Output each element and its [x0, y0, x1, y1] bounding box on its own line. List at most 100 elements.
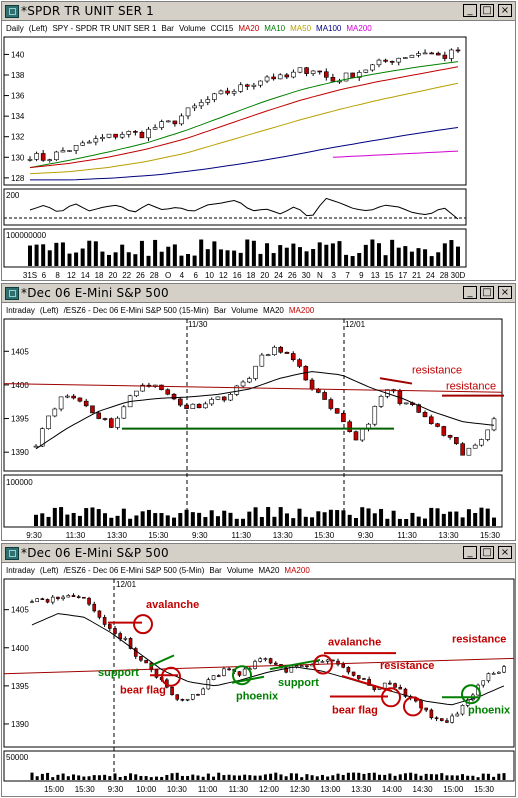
price-bar	[445, 720, 449, 723]
volume-bar	[159, 251, 164, 266]
price-bar	[424, 707, 428, 711]
volume-bar	[67, 253, 72, 266]
volume-bar	[253, 507, 258, 526]
price-bar	[159, 121, 164, 128]
volume-bar	[367, 772, 371, 780]
price-tick-label: 128	[11, 174, 25, 183]
volume-bar	[263, 774, 267, 780]
volume-bar	[436, 252, 441, 266]
volume-bar	[284, 247, 289, 266]
close-button[interactable]: ×	[498, 286, 512, 299]
x-tick-label: 15:30	[480, 531, 501, 540]
x-tick-label: 24	[426, 271, 435, 280]
price-bar	[284, 667, 288, 673]
volume-bar	[77, 775, 81, 780]
price-bar	[363, 69, 369, 73]
volume-bar	[40, 773, 44, 780]
volume-bar	[346, 772, 350, 780]
volume-bar	[376, 243, 381, 266]
info-item: MA10	[264, 24, 286, 33]
volume-bar	[97, 775, 101, 780]
close-button[interactable]: ×	[498, 4, 512, 17]
info-item: CCI15	[210, 24, 234, 33]
es-5min-chart-window[interactable]: *Dec 06 E-Mini S&P 500 _ □ × Intraday (Le…	[1, 543, 516, 797]
price-bar	[322, 392, 327, 400]
volume-bar	[212, 241, 217, 266]
volume-bar	[353, 518, 358, 526]
title-bar[interactable]: *SPDR TR UNIT SER 1 _ □ ×	[2, 2, 515, 21]
volume-bar	[317, 242, 322, 266]
volume-bar	[442, 243, 447, 266]
volume-bar	[289, 773, 293, 780]
support-line	[269, 658, 321, 671]
info-item: MA20	[262, 306, 284, 315]
x-tick-label: 15:30	[148, 531, 169, 540]
price-bar	[227, 668, 231, 671]
price-bar	[396, 57, 402, 63]
price-bar	[491, 673, 496, 675]
x-tick-label: 31S	[23, 271, 37, 280]
price-bar	[441, 426, 447, 436]
price-bar	[73, 145, 79, 151]
x-tick-label: 18	[246, 271, 255, 280]
price-tick-label: 1405	[11, 347, 29, 356]
avalanche-circle	[313, 654, 333, 675]
volume-bar	[305, 774, 309, 780]
price-bar	[383, 59, 388, 62]
chart-plot-area[interactable]: 1405 1400 1395 1390 12/01 avalanche support bea…	[2, 577, 515, 797]
price-bar	[258, 658, 263, 662]
volume-bar	[126, 252, 131, 266]
volume-bar	[357, 252, 362, 266]
price-bar	[171, 393, 177, 400]
ma20-line	[35, 371, 495, 450]
close-button[interactable]: ×	[498, 546, 512, 559]
price-bar	[211, 675, 216, 680]
x-tick-label: 26	[136, 271, 145, 280]
price-bar	[251, 84, 257, 87]
price-tick-label: 1390	[11, 720, 29, 729]
price-bar	[455, 713, 460, 717]
volume-tick-label: 50000	[6, 753, 29, 762]
price-bar	[336, 660, 340, 665]
volume-bar	[300, 777, 304, 780]
x-tick-label: 20	[260, 271, 269, 280]
maximize-button[interactable]: □	[480, 546, 494, 559]
title-bar[interactable]: *Dec 06 E-Mini S&P 500 _ □ ×	[2, 544, 515, 563]
volume-bar	[140, 511, 145, 526]
price-bar	[422, 412, 428, 418]
volume-bar	[52, 507, 57, 526]
spy-daily-chart-window[interactable]: *SPDR TR UNIT SER 1 _ □ × Daily (Left) SPY…	[1, 1, 516, 281]
price-bar	[30, 601, 34, 603]
es-15min-chart-window[interactable]: *Dec 06 E-Mini S&P 500 _ □ × Intraday (Le…	[1, 283, 516, 541]
volume-bar	[258, 253, 263, 266]
minimize-button[interactable]: _	[463, 286, 477, 299]
volume-bar	[274, 772, 278, 780]
maximize-button[interactable]: □	[480, 286, 494, 299]
minimize-button[interactable]: _	[463, 546, 477, 559]
info-item: Daily	[6, 24, 24, 33]
volume-bar	[146, 509, 151, 526]
info-item: /ESZ6 - Dec 06 E-Mini S&P 500 (15-Min)	[63, 306, 209, 315]
chart-plot-area[interactable]: 1405 1400 1395 1390 11/30 12/01 resistance resi…	[2, 317, 515, 541]
price-bar	[33, 445, 39, 448]
price-bar	[40, 598, 45, 601]
maximize-button[interactable]: □	[480, 4, 494, 17]
volume-bar	[118, 776, 122, 780]
volume-bar	[190, 512, 195, 526]
volume-bar	[30, 772, 34, 780]
resistance-line	[379, 377, 413, 385]
volume-bar	[429, 774, 433, 780]
x-tick-label: 15:30	[314, 531, 335, 540]
price-tick-label: 1405	[11, 606, 29, 615]
title-bar[interactable]: *Dec 06 E-Mini S&P 500 _ □ ×	[2, 284, 515, 303]
price-bar	[119, 134, 125, 138]
minimize-button[interactable]: _	[463, 4, 477, 17]
price-bar	[409, 54, 415, 58]
volume-bar	[460, 517, 465, 526]
volume-bar	[34, 244, 39, 266]
volume-bar	[291, 243, 296, 266]
volume-bar	[113, 773, 117, 780]
volume-bar	[445, 775, 449, 780]
price-bar	[165, 389, 171, 395]
